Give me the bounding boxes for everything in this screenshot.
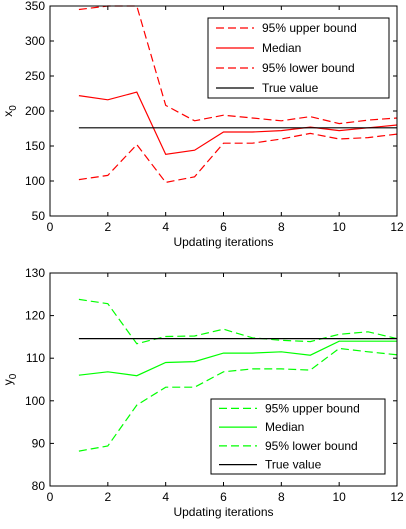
x-tick-label: 4 [162,490,169,504]
x-tick-label: 2 [104,220,111,234]
series-line-median [78,340,397,377]
y-tick-label: 80 [32,479,46,493]
y-tick-label: 110 [26,351,45,365]
y-tick-label: 250 [25,69,45,83]
legend-label: Median [265,420,304,434]
legend-box [210,398,386,475]
y-axis-label-subscript: 0 [8,105,19,111]
x-axis-label: Updating iterations [173,235,273,249]
x-tick-label: 12 [390,490,404,504]
x-tick-label: 6 [220,220,227,234]
legend-box [207,17,390,99]
series-line-median [78,91,398,156]
y-tick-label: 100 [25,394,45,408]
y-axis-label-main: y [1,379,15,385]
x-axis-label: Updating iterations [173,505,273,519]
x-tick-label: 10 [332,220,346,234]
y-tick-label: 100 [25,174,45,188]
chart-panel-1: 0 2 4 6 8 10 12 50 100 150 200 250 300 350 Updating it… [1,0,404,249]
series-line-95-upper-bound [78,298,398,345]
legend: 95% upper bound Median 95% lower bound True… [210,398,386,475]
y-axis-label: y0 [1,373,19,385]
x-tick-label: 6 [220,490,227,504]
y-axis-label-subscript: 0 [8,373,19,379]
y-tick-label: 200 [25,104,45,118]
y-tick-label: 350 [25,0,45,13]
legend-label: 95% upper bound [265,401,360,415]
x-tick-label: 12 [390,220,404,234]
x-tick-label: 10 [332,490,346,504]
chart-panel-2: 0 2 4 6 8 10 12 80 90 100 110 120 130 Updating iterat… [1,266,404,519]
legend-label: Median [262,41,301,55]
y-axis-label: x0 [1,105,19,117]
x-tick-label: 8 [278,220,285,234]
x-tick-label: 4 [162,220,169,234]
y-axis-label-main: x [1,111,15,117]
legend-label: 95% lower bound [262,61,355,75]
y-tick-label: 300 [25,34,45,48]
series-line-95-lower-bound [78,347,398,452]
legend-label: True value [262,81,319,95]
y-tick-label: 90 [32,436,46,450]
legend-label: True value [265,458,322,472]
x-tick-label: 0 [47,490,54,504]
y-tick-label: 150 [25,139,45,153]
y-tick-label: 50 [32,209,46,223]
x-tick-label: 0 [47,220,54,234]
legend-label: 95% upper bound [262,21,357,35]
legend: 95% upper bound Median 95% lower bound True… [207,17,390,99]
x-tick-label: 8 [278,490,285,504]
y-tick-label: 130 [25,266,45,280]
legend-label: 95% lower bound [265,439,358,453]
y-tick-label: 120 [25,309,45,323]
series-line-95-lower-bound [78,132,398,184]
x-tick-label: 2 [104,490,111,504]
